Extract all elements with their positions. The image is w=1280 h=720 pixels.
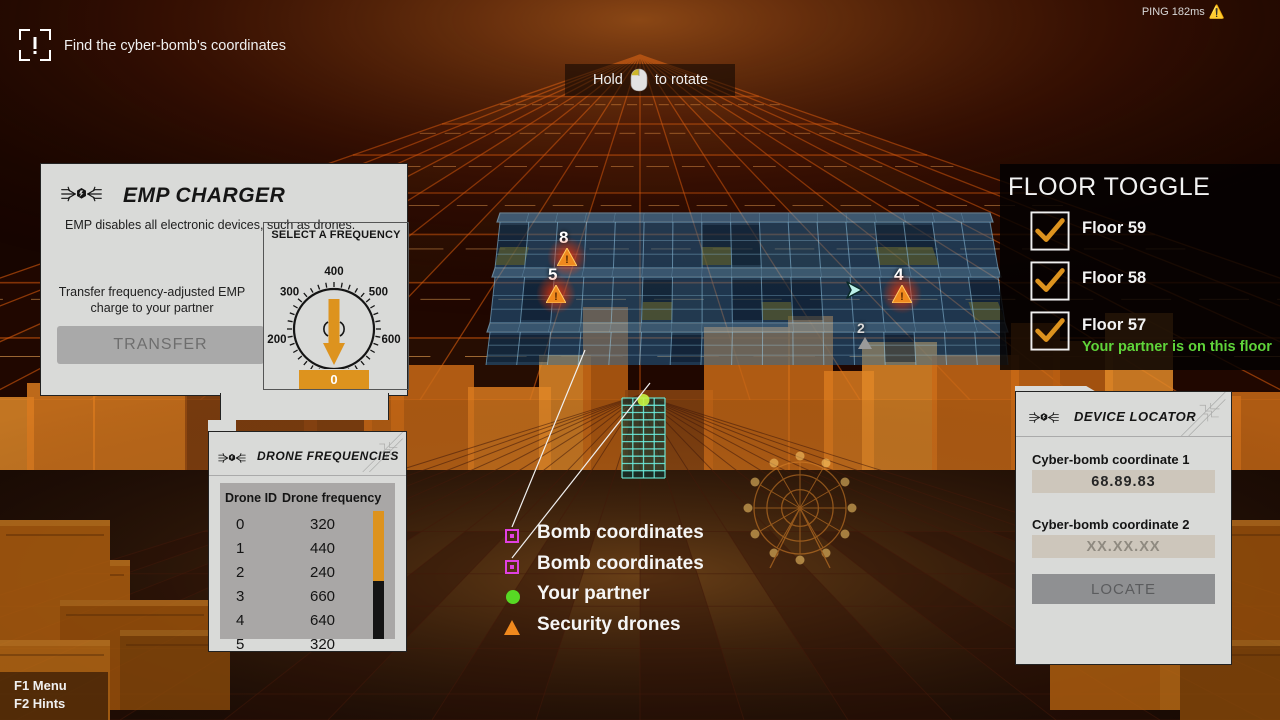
svg-text:500: 500: [369, 287, 388, 299]
svg-text:400: 400: [324, 266, 343, 278]
svg-text:600: 600: [382, 334, 401, 346]
svg-text:300: 300: [280, 287, 299, 299]
svg-text:!: !: [900, 291, 904, 303]
svg-text:!: !: [565, 254, 569, 266]
svg-text:!: !: [554, 291, 558, 303]
svg-text:200: 200: [267, 334, 286, 346]
